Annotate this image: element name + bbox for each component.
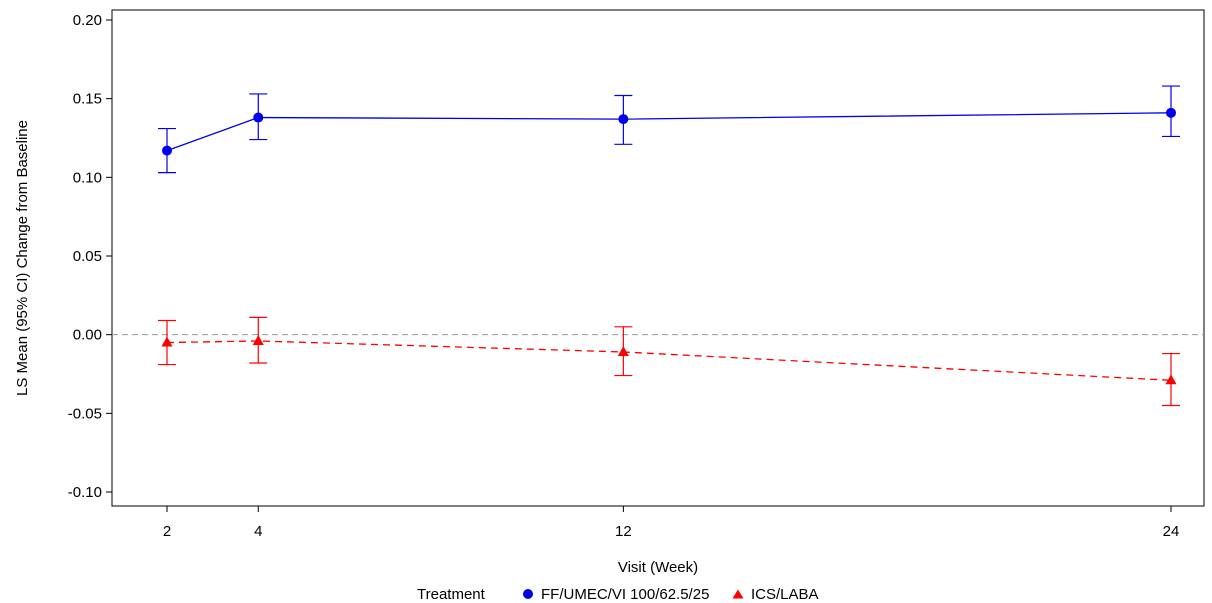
y-tick-label: 0.10: [73, 169, 102, 186]
series-1: [158, 85, 1180, 174]
series-2-line: [166, 340, 1172, 381]
data-point: [252, 334, 264, 345]
data-point: [1165, 374, 1177, 385]
y-tick-label: -0.05: [68, 405, 102, 422]
y-axis: 0.20 0.15 0.10 0.05 0.00 -0.05 -0.10: [68, 12, 112, 501]
data-point: [162, 145, 172, 156]
y-tick-label: 0.05: [73, 248, 102, 265]
legend-title: Treatment: [417, 586, 486, 603]
x-tick-label: 2: [163, 523, 171, 540]
x-axis-title: Visit (Week): [618, 559, 698, 576]
data-point: [161, 336, 173, 347]
legend-label-series-2: ICS/LABA: [751, 586, 819, 603]
y-tick-label: 0.20: [73, 12, 102, 29]
y-tick-label: 0.00: [73, 327, 102, 344]
y-tick-label: 0.15: [73, 91, 102, 108]
legend-marker-triangle: [732, 589, 744, 599]
series-1-line: [166, 112, 1172, 152]
legend-marker-circle: [523, 589, 533, 599]
data-point: [617, 345, 629, 356]
x-tick-label: 24: [1163, 523, 1180, 540]
y-tick-label: -0.10: [68, 484, 102, 501]
series-2: [158, 316, 1180, 407]
data-point: [253, 112, 264, 123]
data-point: [618, 114, 629, 125]
y-axis-title: LS Mean (95% CI) Change from Baseline: [14, 120, 31, 396]
x-axis: 2 4 12 24: [163, 506, 1180, 540]
x-tick-label: 12: [615, 523, 632, 540]
legend-label-series-1: FF/UMEC/VI 100/62.5/25: [541, 586, 709, 603]
legend: Treatment FF/UMEC/VI 100/62.5/25 ICS/LAB…: [417, 586, 819, 603]
series-layer: [158, 85, 1180, 407]
data-point: [1166, 107, 1176, 118]
x-tick-label: 4: [254, 523, 262, 540]
plot-frame: [111, 9, 1205, 507]
